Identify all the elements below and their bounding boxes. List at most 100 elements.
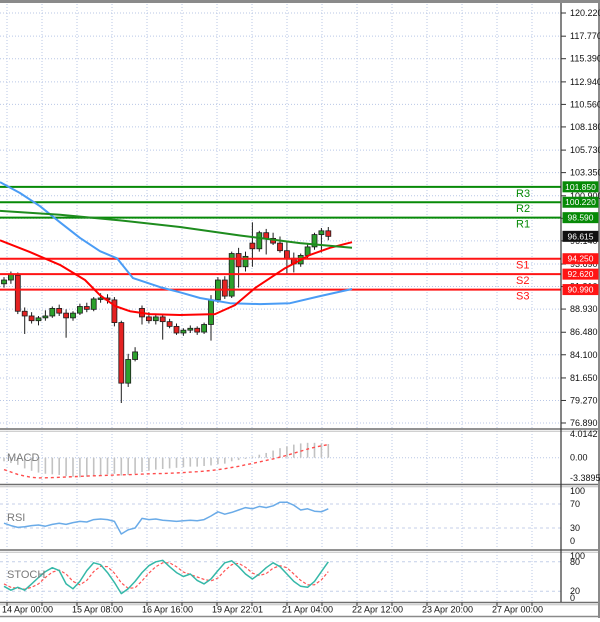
macd-panel xyxy=(3,442,330,479)
stoch-tick-label: 80 xyxy=(570,557,580,567)
candle-bear xyxy=(14,274,21,312)
candle-bull xyxy=(1,279,7,285)
candle-bull xyxy=(35,317,42,322)
current-price-box xyxy=(562,230,599,242)
candle-bull xyxy=(256,232,263,250)
candle-bull xyxy=(70,312,76,319)
candle-bull xyxy=(77,306,83,314)
price-box-r2 xyxy=(562,196,599,208)
candle-bull xyxy=(125,359,132,384)
time-label: 27 Apr 00:00 xyxy=(492,605,543,615)
pivot-lines: R3 R2 R1 S1 S2 S3 xyxy=(0,185,561,303)
candle-bull xyxy=(318,230,325,235)
time-label: 23 Apr 20:00 xyxy=(422,605,473,615)
price-tick-label: 108.180 xyxy=(570,122,600,132)
candle-bull xyxy=(201,324,208,333)
candle-bear xyxy=(56,308,63,314)
ma-slow-green-line xyxy=(0,209,353,249)
stoch-tick-label: 0 xyxy=(570,593,575,603)
candle-bear xyxy=(194,327,201,333)
rsi-tick-label: 30 xyxy=(570,523,580,533)
time-label: 22 Apr 12:00 xyxy=(352,605,403,615)
pivot-label-r3: R3 xyxy=(516,188,530,200)
pivot-label-s3: S3 xyxy=(516,291,529,303)
price-box-r3 xyxy=(562,181,599,193)
time-label: 14 Apr 00:00 xyxy=(2,605,53,615)
pivot-label-s2: S2 xyxy=(516,275,529,287)
macd-label: MACD xyxy=(7,452,39,464)
current-price-box-text: 96.615 xyxy=(568,231,594,241)
price-scale: 120.220 117.770 115.390 112.940 110.560 108.1… xyxy=(561,8,600,603)
rsi-line xyxy=(3,501,329,535)
candle-bear xyxy=(21,310,28,317)
stoch-label: STOCH xyxy=(7,569,45,581)
candle-bear xyxy=(235,253,242,268)
time-label: 21 Apr 04:00 xyxy=(282,605,333,615)
time-label: 15 Apr 08:00 xyxy=(72,605,123,615)
price-tick-label: 112.940 xyxy=(570,77,600,87)
rsi-label: RSI xyxy=(7,512,25,524)
price-tick-label: 110.560 xyxy=(570,99,600,109)
candle-bear xyxy=(325,230,332,237)
price-tick-label: 84.100 xyxy=(570,350,598,360)
macd-tick-label: 4.0142 xyxy=(570,429,598,439)
candle-bull xyxy=(132,351,139,360)
price-tick-label: 88.930 xyxy=(570,304,598,314)
candle-bull xyxy=(187,327,194,331)
candle-bear xyxy=(263,232,270,239)
candle-bear xyxy=(63,312,69,319)
price-tick-label: 115.390 xyxy=(570,54,600,64)
time-label: 19 Apr 22:01 xyxy=(212,605,263,615)
price-tick-label: 76.890 xyxy=(570,418,598,428)
candle-bear xyxy=(159,316,166,323)
candle-bull xyxy=(311,234,318,248)
price-box-s3 xyxy=(562,284,599,296)
candle-bull xyxy=(242,255,249,268)
candle-bull xyxy=(97,297,104,300)
price-tick-label: 86.480 xyxy=(570,327,598,337)
stoch-tick-label: 100 xyxy=(570,551,585,561)
price-tick-label: 79.270 xyxy=(570,395,598,405)
candle-bear xyxy=(283,250,290,259)
stoch-tick-label: 20 xyxy=(570,586,580,596)
rsi-tick-label: 70 xyxy=(570,499,580,509)
pivot-label-s1: S1 xyxy=(516,260,529,272)
pivot-label-r2: R2 xyxy=(516,203,530,215)
candle-bull xyxy=(90,298,97,310)
price-tick-label: 117.770 xyxy=(570,31,600,41)
price-box-s2-text: 92.620 xyxy=(568,269,594,279)
candle-bear xyxy=(277,242,283,252)
price-box-s3-text: 90.990 xyxy=(568,285,594,295)
candle-bull xyxy=(208,299,214,325)
candle-bear xyxy=(111,299,118,323)
price-box-s1 xyxy=(562,253,599,265)
candle-bear xyxy=(28,315,35,322)
candles xyxy=(1,222,332,404)
time-label: 16 Apr 16:00 xyxy=(142,605,193,615)
candle-bear xyxy=(118,322,125,384)
price-box-r3-text: 101.850 xyxy=(565,182,596,192)
candle-bear xyxy=(173,325,180,334)
candle-bull xyxy=(152,316,159,322)
stoch-panel xyxy=(3,559,329,595)
price-tick-label: 81.650 xyxy=(570,373,598,383)
macd-signal-line xyxy=(3,443,329,479)
price-tick-label: 100.900 xyxy=(570,191,600,201)
rsi-tick-label: 100 xyxy=(570,486,585,496)
pivot-label-r1: R1 xyxy=(516,219,530,231)
rsi-panel xyxy=(3,501,329,535)
rsi-tick-label: 0 xyxy=(570,536,575,546)
price-tick-label: 105.730 xyxy=(570,145,600,155)
candle-bull xyxy=(180,329,187,334)
moving-averages xyxy=(0,181,353,316)
price-tick-label: 120.220 xyxy=(570,8,600,18)
candle-bear xyxy=(145,316,152,322)
price-box-r2-text: 100.220 xyxy=(565,197,596,207)
price-box-s1-text: 94.250 xyxy=(568,254,594,264)
price-box-r1 xyxy=(562,212,599,224)
candle-bear xyxy=(249,242,256,250)
price-box-r1-text: 98.590 xyxy=(568,213,594,223)
